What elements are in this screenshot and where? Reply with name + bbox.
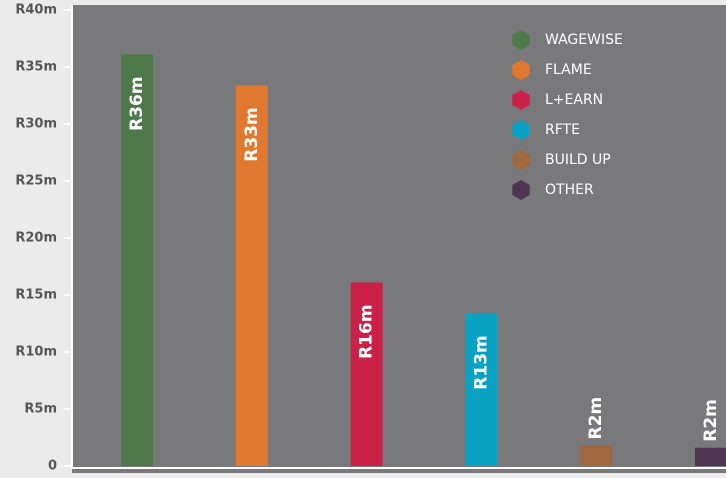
bar xyxy=(580,445,613,466)
legend-marker xyxy=(512,90,530,110)
y-tick-label: 0 xyxy=(48,459,57,474)
value-label: R13m xyxy=(471,335,491,389)
y-tick-label: R25m xyxy=(15,174,57,189)
y-tick-label: R5m xyxy=(24,402,57,417)
legend-label: FLAME xyxy=(545,62,592,78)
value-label: R36m xyxy=(127,76,147,130)
legend-label: OTHER xyxy=(545,182,594,198)
y-tick-label: R40m xyxy=(15,3,57,18)
value-label: R2m xyxy=(701,399,721,442)
bar xyxy=(121,54,153,467)
legend-label: L+EARN xyxy=(545,92,603,108)
bar xyxy=(465,313,498,466)
legend-marker xyxy=(512,60,530,80)
y-tick-label: R10m xyxy=(15,345,57,360)
bar xyxy=(235,85,268,467)
bar xyxy=(350,282,383,466)
legend-marker xyxy=(512,30,530,50)
y-tick-label: R35m xyxy=(15,60,57,75)
value-label: R2m xyxy=(586,397,606,440)
plot-area xyxy=(72,5,726,473)
y-tick-label: R20m xyxy=(15,231,57,246)
legend-marker xyxy=(512,120,530,140)
legend-marker xyxy=(512,150,530,170)
legend-label: BUILD UP xyxy=(545,152,611,168)
y-tick-label: R15m xyxy=(15,288,57,303)
legend-marker xyxy=(512,180,530,200)
value-label: R16m xyxy=(357,304,377,358)
y-tick-label: R30m xyxy=(15,117,57,132)
legend-label: WAGEWISE xyxy=(545,32,623,48)
legend-label: RFTE xyxy=(545,122,580,138)
value-label: R33m xyxy=(242,107,262,161)
bar xyxy=(695,447,726,466)
